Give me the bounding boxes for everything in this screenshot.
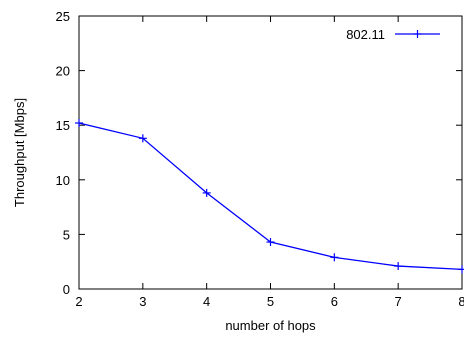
x-axis-label: number of hops bbox=[225, 318, 316, 333]
data-point bbox=[458, 265, 464, 274]
y-axis-label: Throughput [Mbps] bbox=[12, 98, 27, 207]
y-axis-ticks: 0 5 10 15 20 25 bbox=[56, 9, 462, 297]
x-tick-label: 8 bbox=[458, 294, 464, 309]
series-line bbox=[78, 122, 463, 270]
y-tick-label: 10 bbox=[56, 173, 70, 188]
y-tick-label: 0 bbox=[63, 282, 70, 297]
legend: 802.11 bbox=[346, 27, 440, 42]
data-point bbox=[138, 134, 147, 143]
x-tick-label: 4 bbox=[203, 294, 210, 309]
data-point bbox=[330, 253, 339, 262]
series-group bbox=[75, 119, 464, 274]
x-tick-label: 5 bbox=[267, 294, 274, 309]
legend-label: 802.11 bbox=[346, 27, 385, 42]
plot-frame bbox=[78, 15, 463, 290]
data-point bbox=[202, 188, 211, 197]
axes bbox=[78, 15, 463, 290]
x-tick-label: 3 bbox=[139, 294, 146, 309]
y-tick-label: 20 bbox=[56, 64, 70, 79]
x-axis-ticks: 2 3 4 5 6 7 8 bbox=[75, 16, 464, 309]
y-tick-label: 25 bbox=[56, 9, 70, 24]
x-tick-label: 2 bbox=[75, 294, 82, 309]
x-tick-label: 6 bbox=[331, 294, 338, 309]
data-point bbox=[75, 119, 83, 128]
data-point bbox=[394, 262, 403, 271]
x-tick-label: 7 bbox=[395, 294, 402, 309]
y-tick-label: 5 bbox=[63, 227, 70, 242]
data-point bbox=[266, 238, 275, 247]
y-tick-label: 15 bbox=[56, 118, 70, 133]
